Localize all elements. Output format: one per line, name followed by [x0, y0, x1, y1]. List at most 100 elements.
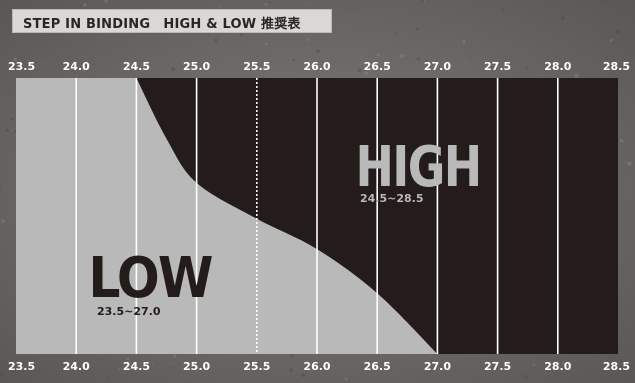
tick-label: 26.5: [364, 360, 391, 373]
tick-label: 28.5: [603, 60, 630, 73]
texture-speck: [424, 0, 426, 2]
texture-speck: [627, 161, 632, 166]
texture-speck: [305, 2, 308, 5]
tick-label: 27.5: [484, 360, 511, 373]
texture-speck: [301, 373, 306, 378]
texture-speck: [524, 375, 528, 379]
texture-speck: [82, 67, 86, 72]
gridlines: [75, 78, 559, 354]
page-title: STEP IN BINDING HIGH & LOW 推奨表: [23, 17, 301, 32]
texture-speck: [561, 16, 565, 20]
texture-speck: [351, 8, 354, 11]
texture-speck: [51, 54, 53, 56]
texture-speck: [44, 61, 46, 63]
tick-label: 27.5: [484, 60, 511, 73]
texture-speck: [421, 0, 424, 3]
texture-speck: [240, 33, 243, 36]
tick-label: 26.0: [303, 60, 330, 73]
texture-speck: [501, 8, 505, 11]
texture-speck: [344, 377, 348, 381]
tick-label: 28.0: [544, 60, 571, 73]
texture-speck: [5, 128, 9, 132]
texture-speck: [615, 30, 620, 34]
tick-label: 25.0: [183, 360, 210, 373]
texture-speck: [416, 57, 420, 61]
texture-speck: [364, 71, 368, 75]
texture-speck: [171, 67, 176, 71]
texture-speck: [214, 38, 218, 42]
texture-speck: [126, 357, 130, 361]
texture-speck: [619, 138, 624, 143]
texture-speck: [392, 37, 394, 39]
texture-speck: [425, 59, 429, 62]
tick-label: 24.0: [63, 60, 90, 73]
texture-speck: [264, 3, 268, 6]
texture-speck: [539, 11, 540, 13]
texture-speck: [74, 71, 77, 74]
texture-speck: [526, 67, 529, 70]
tick-label: 25.5: [243, 360, 270, 373]
texture-speck: [11, 129, 14, 131]
tick-label: 28.0: [544, 360, 571, 373]
tick-labels-top: 23.5 24.0 24.5 25.0 25.5 26.0 26.5 27.0 27.5 28.0…: [8, 60, 630, 73]
texture-speck: [621, 1, 623, 3]
texture-speck: [151, 362, 154, 365]
tick-label: 26.0: [303, 360, 330, 373]
texture-speck: [446, 4, 449, 7]
tick-label: 24.0: [63, 360, 90, 373]
texture-speck: [0, 185, 2, 188]
texture-speck: [316, 49, 320, 54]
texture-speck: [558, 48, 560, 51]
texture-speck: [1, 219, 5, 223]
tick-label: 25.0: [183, 60, 210, 73]
texture-speck: [562, 362, 565, 365]
texture-speck: [465, 356, 467, 358]
texture-speck: [0, 373, 4, 377]
texture-speck: [107, 376, 110, 379]
texture-speck: [306, 38, 309, 42]
texture-speck: [118, 368, 121, 370]
texture-speck: [376, 53, 380, 57]
texture-speck: [415, 2, 417, 4]
texture-speck: [574, 73, 579, 78]
texture-speck: [609, 38, 613, 42]
tick-label: 23.5: [8, 60, 35, 73]
texture-speck: [143, 360, 146, 363]
texture-speck: [171, 366, 174, 370]
texture-speck: [408, 359, 410, 361]
texture-speck: [399, 54, 404, 59]
texture-speck: [264, 42, 268, 46]
texture-speck: [7, 93, 10, 95]
title-box: STEP IN BINDING HIGH & LOW 推奨表: [12, 9, 332, 33]
texture-speck: [104, 0, 108, 3]
texture-speck: [173, 354, 177, 358]
texture-speck: [392, 54, 394, 56]
texture-speck: [602, 0, 605, 2]
tick-label: 26.5: [364, 60, 391, 73]
texture-speck: [289, 368, 293, 373]
texture-speck: [395, 31, 398, 35]
texture-speck: [83, 3, 87, 7]
texture-speck: [357, 68, 362, 72]
low-label: LOW: [88, 245, 212, 310]
high-label: HIGH: [355, 135, 480, 201]
tick-label: 25.5: [243, 60, 270, 73]
texture-speck: [619, 375, 622, 378]
tick-label: 23.5: [8, 360, 35, 373]
texture-speck: [501, 51, 503, 54]
texture-speck: [416, 28, 419, 31]
tick-label: 27.0: [424, 360, 451, 373]
texture-speck: [462, 39, 466, 44]
tick-label: 24.5: [123, 60, 150, 73]
texture-speck: [93, 63, 96, 65]
texture-speck: [292, 58, 296, 62]
texture-speck: [185, 46, 187, 49]
texture-speck: [290, 353, 294, 358]
texture-speck: [464, 60, 466, 63]
texture-speck: [622, 176, 624, 178]
texture-speck: [47, 41, 50, 43]
texture-speck: [168, 365, 170, 367]
tick-label: 24.5: [123, 360, 150, 373]
texture-speck: [429, 355, 431, 357]
texture-speck: [13, 57, 18, 61]
